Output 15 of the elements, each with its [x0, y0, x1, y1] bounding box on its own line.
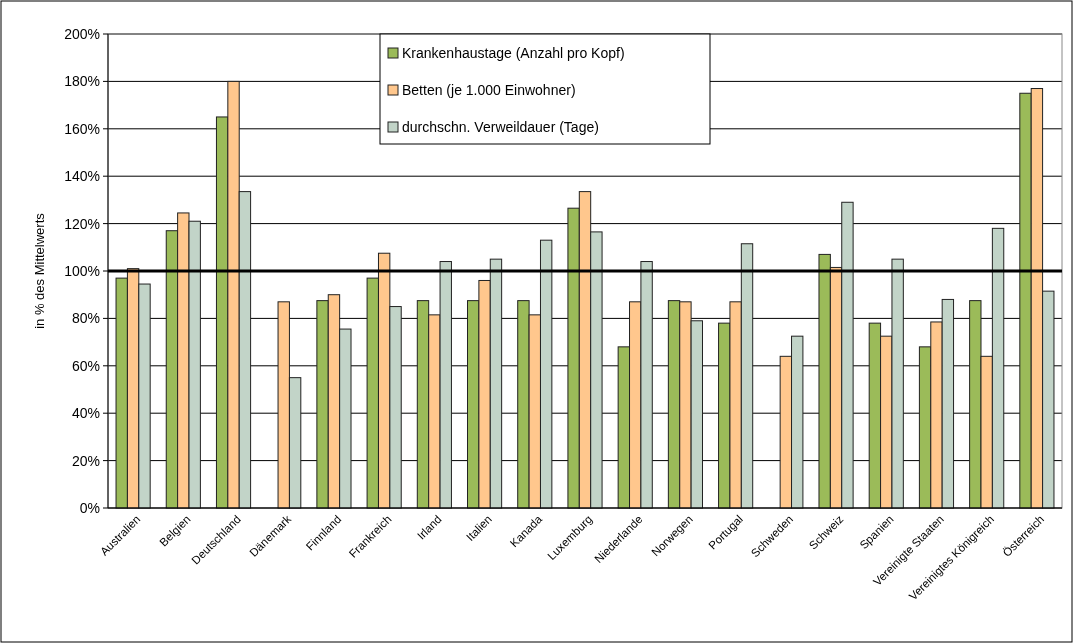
y-tick-label: 20% — [71, 452, 100, 469]
y-axis-title: in % des Mittelwerts — [32, 212, 47, 329]
y-tick-label: 120% — [64, 215, 100, 232]
y-tick-label: 160% — [64, 120, 100, 137]
y-tick-label: 200% — [64, 25, 100, 42]
y-tick-label: 40% — [71, 405, 100, 422]
y-tick-label: 140% — [64, 168, 100, 185]
y-tick-label: 60% — [71, 357, 100, 374]
y-tick-label: 100% — [64, 262, 100, 279]
y-tick-label: 80% — [71, 310, 100, 327]
y-tick-label: 180% — [64, 73, 100, 90]
y-tick-label: 0% — [79, 499, 100, 516]
legend-label: durchschn. Verweildauer (Tage) — [402, 118, 599, 135]
legend-label: Betten (je 1.000 Einwohner) — [402, 81, 576, 98]
legend-label: Krankenhaustage (Anzahl pro Kopf) — [402, 44, 625, 61]
